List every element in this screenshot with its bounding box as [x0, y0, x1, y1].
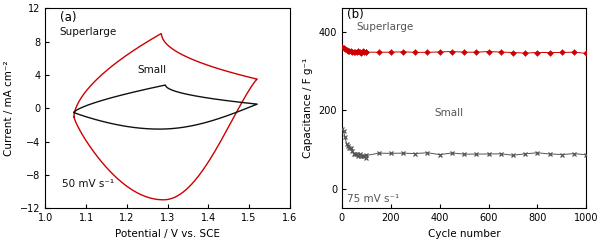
Text: (b): (b) [347, 8, 364, 21]
Text: 50 mV s⁻¹: 50 mV s⁻¹ [62, 179, 114, 189]
Text: 75 mV s⁻¹: 75 mV s⁻¹ [347, 194, 399, 204]
X-axis label: Potential / V vs. SCE: Potential / V vs. SCE [115, 229, 220, 239]
Y-axis label: Capacitance / F g⁻¹: Capacitance / F g⁻¹ [303, 58, 313, 158]
Text: (a): (a) [60, 11, 76, 24]
Text: Small: Small [137, 65, 166, 75]
X-axis label: Cycle number: Cycle number [428, 229, 500, 239]
Text: Small: Small [435, 108, 464, 118]
Y-axis label: Current / mA cm⁻²: Current / mA cm⁻² [4, 61, 14, 156]
Text: Superlarge: Superlarge [60, 27, 117, 37]
Text: Superlarge: Superlarge [356, 22, 414, 32]
